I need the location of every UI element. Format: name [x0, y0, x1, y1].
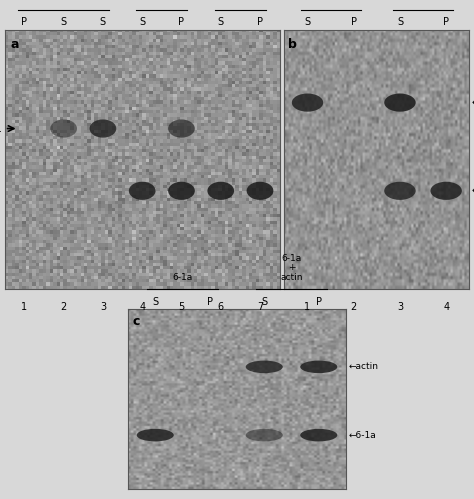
Text: P: P	[257, 17, 263, 27]
Text: 2: 2	[351, 302, 357, 312]
Text: S: S	[100, 17, 106, 27]
Text: 3: 3	[397, 302, 403, 312]
Ellipse shape	[384, 182, 416, 200]
Text: BSA: BSA	[322, 0, 339, 2]
Ellipse shape	[168, 119, 195, 138]
Ellipse shape	[384, 93, 416, 112]
Text: S: S	[397, 17, 403, 27]
Text: 2: 2	[61, 302, 67, 312]
Text: ←6-1a: ←6-1a	[348, 431, 376, 440]
Text: P: P	[316, 297, 322, 307]
Text: S: S	[304, 17, 310, 27]
Text: 6: 6	[218, 302, 224, 312]
Ellipse shape	[246, 429, 283, 442]
Text: BSA
+
actin: BSA + actin	[412, 0, 434, 2]
Text: rLSP1
+
actin: rLSP1 + actin	[149, 0, 174, 2]
Ellipse shape	[50, 119, 77, 138]
Text: 3: 3	[100, 302, 106, 312]
Text: 7: 7	[257, 302, 263, 312]
Text: a: a	[10, 38, 19, 51]
Ellipse shape	[246, 361, 283, 373]
Ellipse shape	[292, 93, 323, 112]
Ellipse shape	[90, 119, 116, 138]
Text: S: S	[61, 17, 67, 27]
Text: ←BSA: ←BSA	[472, 98, 474, 107]
Ellipse shape	[129, 182, 155, 200]
Text: b: b	[288, 38, 297, 51]
Text: 1: 1	[21, 302, 27, 312]
Text: S: S	[139, 17, 145, 27]
Text: rLSP1: rLSP1	[0, 124, 2, 134]
Text: P: P	[351, 17, 357, 27]
Text: 4: 4	[443, 302, 449, 312]
Ellipse shape	[168, 182, 195, 200]
Text: ←actin: ←actin	[472, 186, 474, 195]
Text: P: P	[207, 297, 213, 307]
Text: rLSP1: rLSP1	[51, 0, 76, 2]
Text: actin: actin	[229, 0, 252, 2]
Text: P: P	[179, 17, 184, 27]
Text: S: S	[152, 297, 158, 307]
Text: c: c	[132, 315, 140, 328]
Text: 6-1a
+
actin: 6-1a + actin	[280, 253, 303, 282]
Text: ←actin: ←actin	[348, 362, 378, 371]
Text: P: P	[443, 17, 449, 27]
Ellipse shape	[300, 361, 337, 373]
Text: S: S	[218, 17, 224, 27]
Ellipse shape	[137, 429, 174, 442]
Text: S: S	[261, 297, 267, 307]
Ellipse shape	[208, 182, 234, 200]
Text: 1: 1	[304, 302, 310, 312]
Text: P: P	[21, 17, 27, 27]
Ellipse shape	[430, 182, 462, 200]
Ellipse shape	[246, 182, 273, 200]
Text: 4: 4	[139, 302, 145, 312]
Text: 6-1a: 6-1a	[173, 273, 192, 282]
Text: 5: 5	[178, 302, 184, 312]
Ellipse shape	[300, 429, 337, 442]
